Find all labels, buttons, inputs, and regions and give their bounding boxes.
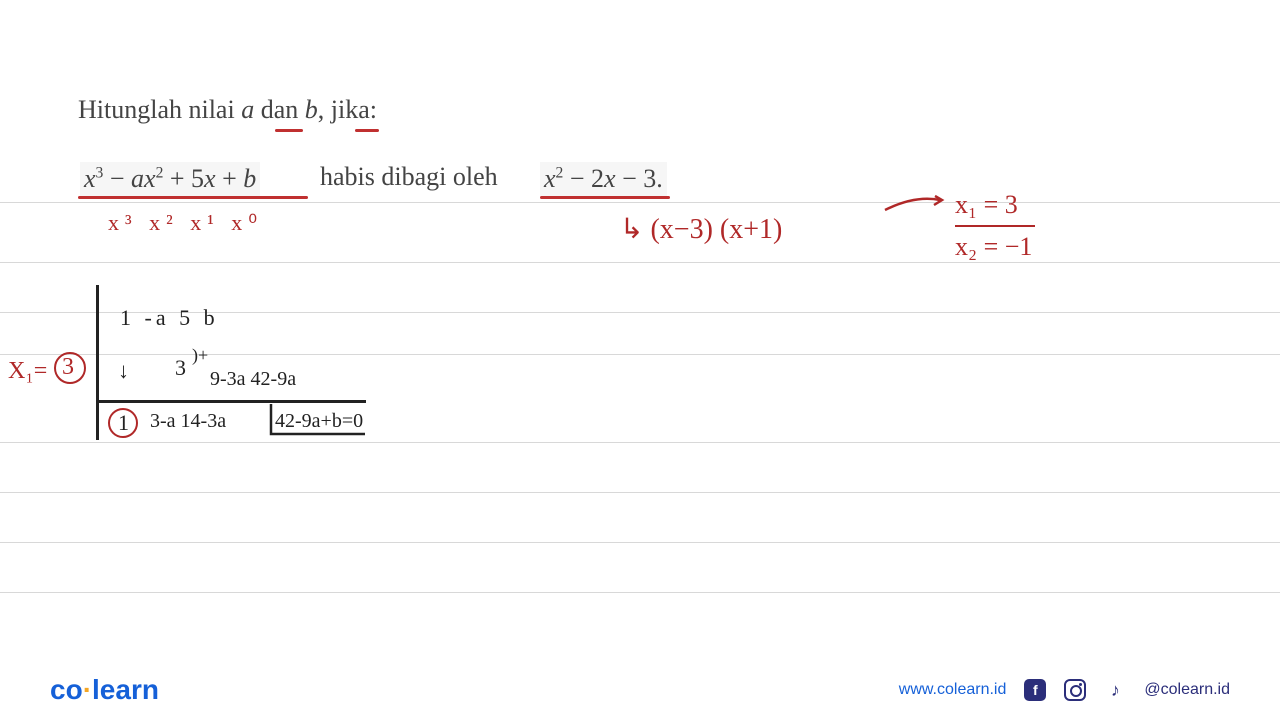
x1-value: 3 [62,354,74,381]
ruled-line [0,202,1280,203]
polynomial: x3 − ax2 + 5x + b [80,162,260,196]
tiktok-icon: ♪ [1104,679,1126,701]
mult-bracket: )+ [192,345,208,366]
ruled-line [0,542,1280,543]
prompt-suffix: , jika: [318,95,377,124]
mult-3: 3 [175,355,186,381]
remainder-box [263,402,373,438]
ruled-line [0,262,1280,263]
underline-x1 [955,225,1035,227]
result-2: 3-a 14-3a [150,410,226,433]
result-1: 1 [118,410,129,436]
and-word: dan [254,95,305,124]
x1-equals-3: x₁ = 3 [955,190,1018,220]
prompt-prefix: Hitunglah nilai [78,95,241,124]
logo: co·learn [50,674,159,706]
var-a: a [241,95,254,124]
social-handle: @colearn.id [1144,681,1230,699]
logo-dot: · [83,674,92,705]
underline-poly [78,196,308,199]
divides-text: habis dibagi oleh [320,162,498,192]
logo-co: co [50,674,83,705]
ruled-line [0,492,1280,493]
poly-term-labels: x³ x² x¹ x⁰ [108,210,263,236]
factored-form: ↳ (x−3) (x+1) [620,212,782,246]
underline-a [275,129,303,132]
website-url: www.colearn.id [899,681,1007,699]
divisor: x2 − 2x − 3. [540,162,667,196]
ruled-line [0,442,1280,443]
ruled-line [0,592,1280,593]
underline-divisor [540,196,670,199]
synth-vline [96,285,99,440]
mult-arrow: ↓ [118,358,129,384]
facebook-icon: f [1024,679,1046,701]
instagram-icon [1064,679,1086,701]
var-b: b [305,95,318,124]
x2-equals-neg1: x₂ = −1 [955,232,1032,262]
arrow-icon [880,190,950,220]
content-area: Hitunglah nilai a dan b, jika: x3 − ax2 … [0,0,1280,660]
footer: co·learn www.colearn.id f ♪ @colearn.id [0,660,1280,720]
footer-right: www.colearn.id f ♪ @colearn.id [899,679,1230,701]
underline-b [355,129,379,132]
logo-learn: learn [92,674,159,705]
coeff-row: 1 -a 5 b [120,305,219,331]
x1-label: X₁= [8,358,47,385]
problem-prompt: Hitunglah nilai a dan b, jika: [78,95,377,125]
mult-rest: 9-3a 42-9a [210,368,296,391]
